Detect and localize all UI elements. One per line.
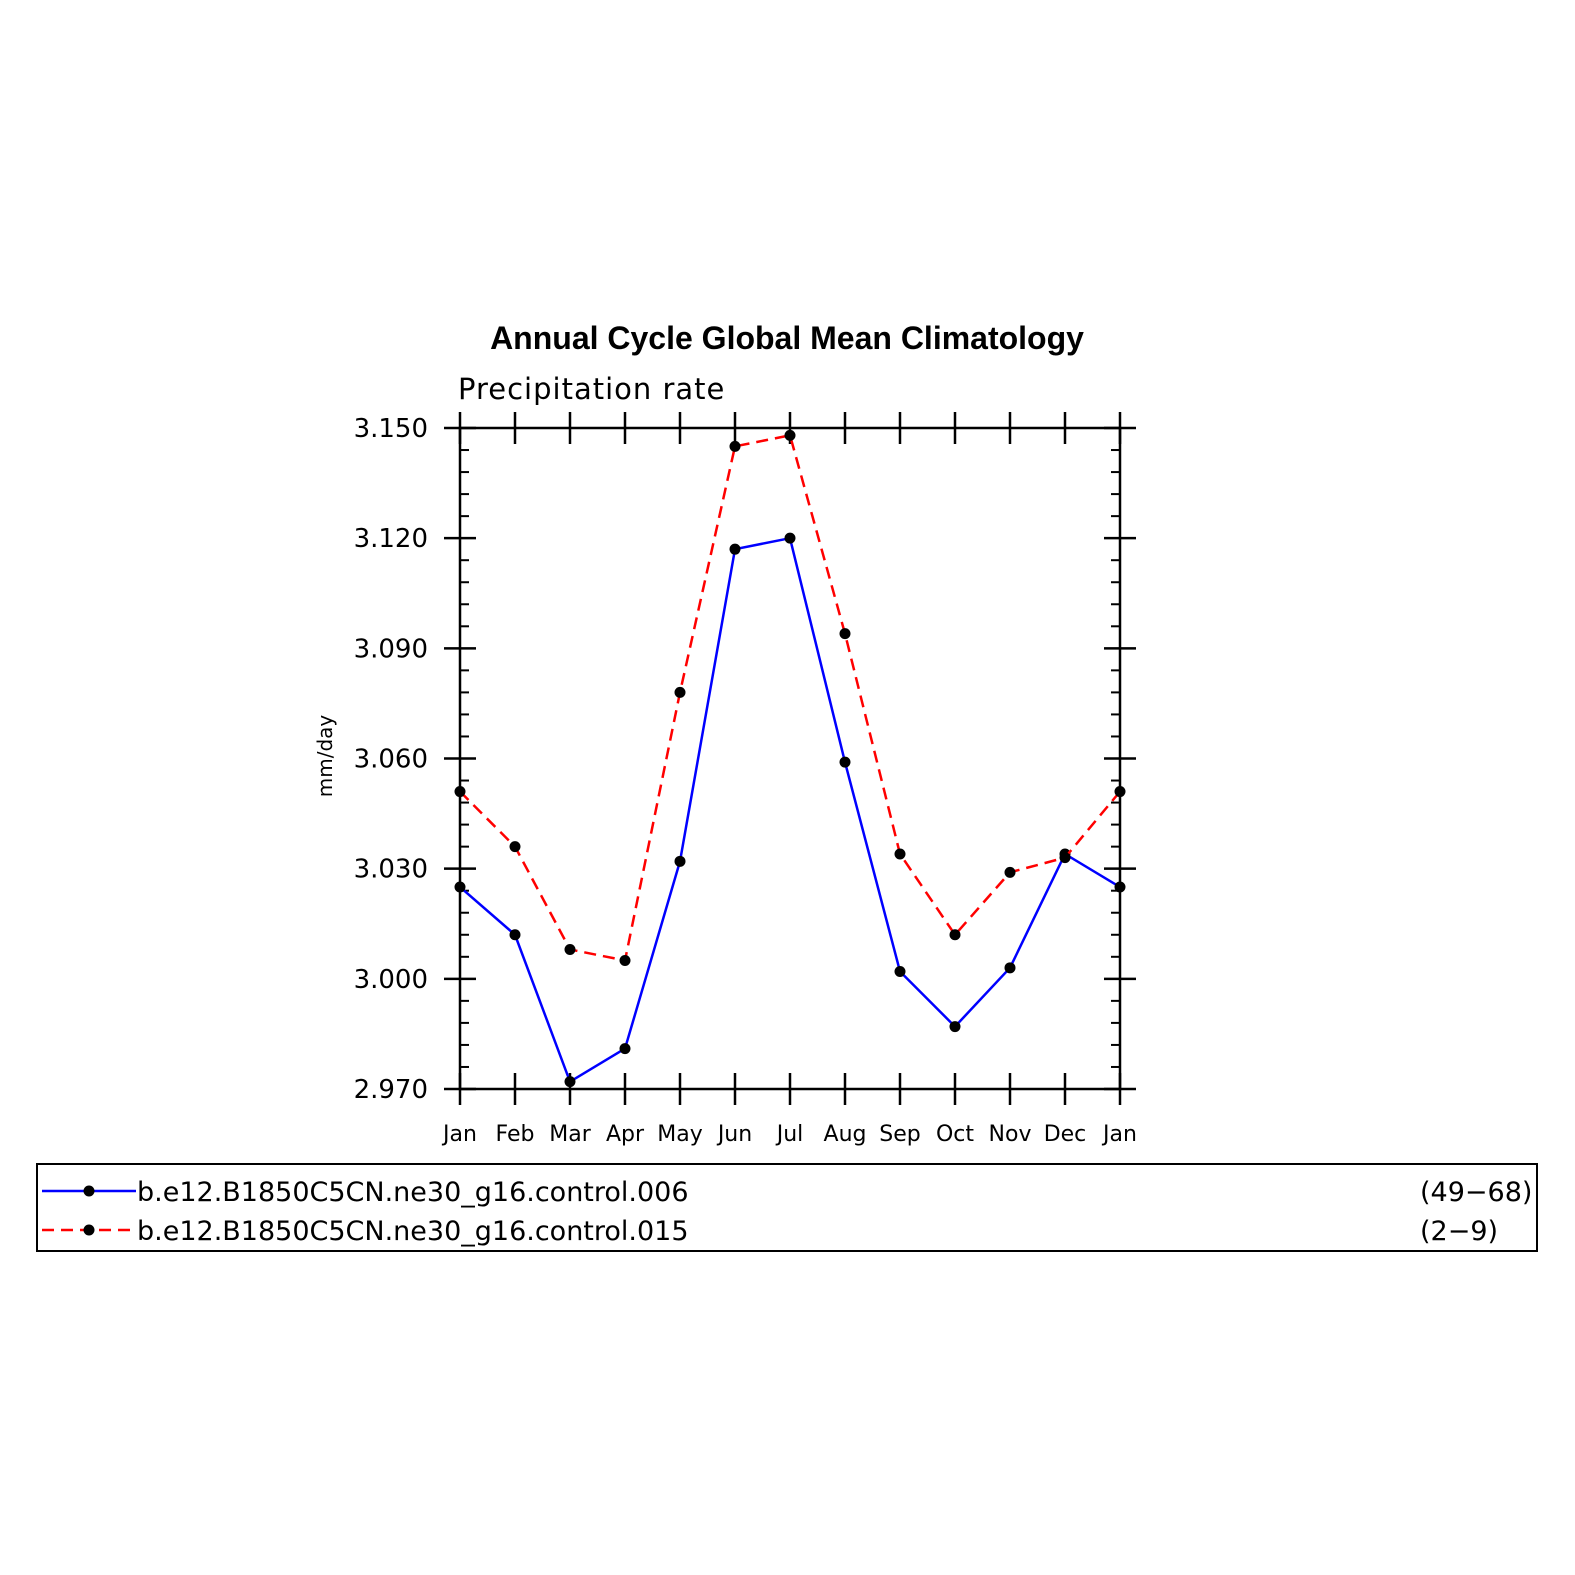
axes: 2.970 3.000 3.030 3.060 3.090 3.120 3.150 Jan Fe… (354, 412, 1137, 1147)
x-tick-label: May (657, 1122, 702, 1147)
series-0-point (509, 929, 521, 941)
series-0-point (619, 1043, 631, 1055)
legend-label-0: b.e12.B1850C5CN.ne30_g16.control.006 (137, 1177, 689, 1208)
series-1-point (839, 628, 851, 640)
y-tick-label: 3.060 (354, 745, 428, 775)
series-line-1 (459, 433, 1121, 962)
chart-title: Annual Cycle Global Mean Climatology (490, 320, 1084, 356)
series-1-point (564, 943, 576, 955)
x-tick-label: Feb (496, 1122, 535, 1147)
x-tick-label: Mar (549, 1122, 591, 1147)
series-0-point (674, 855, 686, 867)
x-tick-label: Jun (716, 1122, 752, 1147)
series-1-point (729, 440, 741, 452)
y-tick-label: 3.150 (354, 414, 428, 444)
y-tick-label: 3.000 (354, 965, 428, 995)
series-0-point (729, 543, 741, 555)
legend-label-1: b.e12.B1850C5CN.ne30_g16.control.015 (137, 1216, 689, 1247)
y-tick-label: 3.030 (354, 855, 428, 885)
series-0-point (894, 965, 906, 977)
series-1-point (674, 686, 686, 698)
series-line-0 (459, 536, 1121, 1084)
series-0-point (839, 756, 851, 768)
x-tick-label: Jul (775, 1122, 804, 1147)
x-tick-label: Apr (606, 1122, 645, 1147)
legend-years-1: (2−9) (1420, 1216, 1498, 1247)
series-0-point (784, 532, 796, 544)
series-0-point (949, 1021, 961, 1033)
plot-series (454, 429, 1126, 1088)
plot-frame (458, 426, 1122, 1091)
x-tick-label: Oct (936, 1122, 974, 1147)
legend: b.e12.B1850C5CN.ne30_g16.control.006 (49−… (42, 1177, 1532, 1247)
x-tick-label: Jan (1101, 1122, 1137, 1147)
legend-box (36, 1163, 1538, 1252)
series-1-point (784, 429, 796, 441)
chart-subtitle: Precipitation rate (458, 372, 725, 406)
legend-marker-0 (83, 1185, 95, 1197)
x-tick-label: Aug (824, 1122, 867, 1147)
x-tick-label: Nov (989, 1122, 1032, 1147)
y-axis-label: mm/day (313, 715, 337, 798)
series-1-point (1059, 852, 1071, 864)
series-1-point (1004, 866, 1016, 878)
legend-years-0: (49−68) (1420, 1177, 1532, 1208)
y-tick-label: 3.120 (354, 524, 428, 554)
series-0-point (1114, 881, 1126, 893)
y-tick-label: 3.090 (354, 634, 428, 664)
series-0-point (1004, 962, 1016, 974)
series-1-point (1114, 786, 1126, 798)
series-1-point (619, 954, 631, 966)
series-1-point (894, 848, 906, 860)
legend-marker-1 (83, 1224, 95, 1236)
y-tick-label: 2.970 (354, 1075, 428, 1105)
x-tick-label: Dec (1044, 1122, 1087, 1147)
series-0-point (564, 1076, 576, 1088)
series-1-point (509, 841, 521, 853)
series-1-point (454, 786, 466, 798)
x-tick-label: Jan (441, 1122, 477, 1147)
series-0-point (454, 881, 466, 893)
x-tick-label: Sep (879, 1122, 920, 1147)
series-1-point (949, 929, 961, 941)
